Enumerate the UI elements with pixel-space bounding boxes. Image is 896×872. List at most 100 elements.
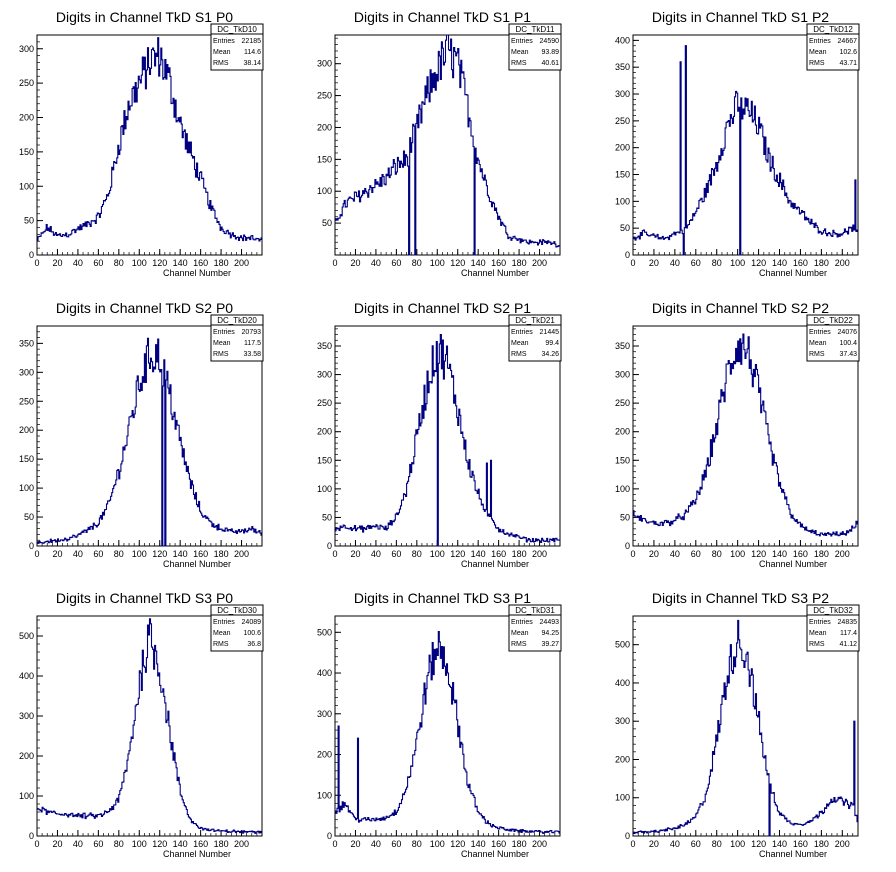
x-tick-label: 120	[152, 839, 167, 849]
x-tick-label: 180	[512, 549, 527, 559]
y-tick-label: 100	[19, 483, 34, 493]
x-tick-label: 140	[173, 549, 188, 559]
x-tick-label: 160	[491, 549, 506, 559]
y-tick-label: 150	[615, 170, 630, 180]
x-axis-label: Channel Number	[461, 559, 529, 569]
x-tick-label: 100	[132, 258, 147, 268]
x-tick-label: 40	[371, 549, 381, 559]
x-tick-label: 180	[814, 258, 829, 268]
stats-rms-value: 39.27	[541, 641, 559, 648]
stats-box: DC_TkD10 Entries 22185 Mean 114.6 RMS 38.14	[210, 23, 264, 71]
x-tick-label: 20	[52, 549, 62, 559]
y-tick-label: 250	[19, 78, 34, 88]
histogram-title: Digits in Channel TkD S2 P2	[652, 300, 829, 316]
stats-mean-label: Mean	[809, 340, 827, 347]
stats-rms-label: RMS	[511, 641, 527, 648]
x-tick-label: 160	[193, 839, 208, 849]
x-tick-label: 80	[114, 258, 124, 268]
stats-box-frame	[508, 314, 562, 362]
x-tick-label: 40	[670, 258, 680, 268]
stats-mean-value: 117.4	[840, 630, 857, 637]
x-tick-label: 80	[712, 549, 722, 559]
y-tick-label: 200	[317, 122, 332, 132]
y-tick-label: 0	[29, 831, 34, 841]
histogram-series-line	[633, 45, 858, 256]
x-tick-label: 20	[649, 549, 659, 559]
x-tick-label: 120	[450, 839, 465, 849]
stats-box: DC_TkD32 Entries 24835 Mean 117.4 RMS 41.12	[806, 604, 860, 652]
x-tick-label: 80	[712, 839, 722, 849]
stats-name: DC_TkD20	[217, 316, 257, 325]
x-tick-label: 80	[412, 258, 422, 268]
stats-entries-value: 24089	[242, 619, 262, 626]
y-tick-label: 250	[317, 398, 332, 408]
x-tick-label: 0	[332, 258, 337, 268]
x-tick-label: 140	[471, 258, 486, 268]
y-tick-label: 150	[615, 455, 630, 465]
stats-entries-value: 24835	[838, 619, 858, 626]
stats-mean-value: 117.5	[244, 340, 261, 347]
y-tick-label: 50	[620, 223, 630, 233]
x-tick-label: 60	[691, 258, 701, 268]
x-tick-label: 160	[793, 258, 808, 268]
histogram-panel: Digits in Channel TkD S1 P0 0 20 40 60 80 100 1…	[19, 9, 264, 278]
stats-rms-label: RMS	[809, 641, 825, 648]
x-tick-label: 120	[152, 258, 167, 268]
plot-frame	[632, 34, 859, 256]
x-tick-label: 40	[73, 258, 83, 268]
plot-frame	[632, 325, 859, 547]
y-tick-label: 150	[19, 147, 34, 157]
y-tick-label: 500	[317, 627, 332, 637]
stats-rms-value: 37.43	[839, 351, 857, 358]
y-tick-label: 0	[625, 250, 630, 260]
histogram-series-line	[37, 337, 262, 547]
stats-box-frame	[806, 314, 860, 362]
x-tick-label: 200	[835, 839, 850, 849]
x-tick-label: 40	[670, 549, 680, 559]
x-tick-label: 80	[712, 258, 722, 268]
x-tick-label: 0	[332, 549, 337, 559]
x-tick-label: 120	[751, 839, 766, 849]
histogram-title: Digits in Channel TkD S2 P0	[56, 300, 233, 316]
histogram-panel: Digits in Channel TkD S1 P1 0 20 40 60 80 100 1…	[317, 9, 562, 278]
x-tick-label: 200	[532, 839, 547, 849]
y-tick-label: 0	[327, 831, 332, 841]
stats-name: DC_TkD11	[516, 25, 556, 34]
stats-rms-value: 43.71	[839, 60, 857, 67]
x-tick-label: 100	[132, 839, 147, 849]
x-tick-label: 140	[772, 258, 787, 268]
y-tick-label: 100	[19, 791, 34, 801]
x-tick-label: 0	[630, 258, 635, 268]
stats-mean-label: Mean	[213, 340, 231, 347]
stats-rms-label: RMS	[511, 60, 527, 67]
stats-box-frame	[210, 604, 264, 652]
x-tick-label: 200	[234, 258, 249, 268]
y-tick-label: 200	[615, 754, 630, 764]
plot-frame	[632, 615, 859, 837]
x-tick-label: 60	[391, 839, 401, 849]
stats-name: DC_TkD31	[515, 606, 555, 615]
x-tick-label: 140	[173, 839, 188, 849]
y-tick-label: 400	[19, 671, 34, 681]
x-tick-label: 60	[391, 549, 401, 559]
y-tick-label: 200	[317, 427, 332, 437]
x-tick-label: 180	[214, 549, 229, 559]
histogram-panel: Digits in Channel TkD S3 P2 0 20 40 60 80 100 1…	[615, 590, 860, 859]
x-tick-label: 100	[132, 549, 147, 559]
stats-box: DC_TkD31 Entries 24493 Mean 94.25 RMS 39.27	[508, 604, 562, 652]
y-tick-label: 300	[317, 59, 332, 69]
y-tick-label: 100	[615, 196, 630, 206]
y-tick-label: 100	[317, 790, 332, 800]
stats-entries-label: Entries	[213, 619, 235, 626]
y-tick-label: 400	[317, 668, 332, 678]
x-tick-label: 200	[234, 839, 249, 849]
y-tick-label: 350	[615, 62, 630, 72]
stats-entries-value: 21445	[540, 329, 560, 336]
x-tick-label: 40	[371, 839, 381, 849]
histogram-series-line	[37, 37, 262, 242]
stats-rms-value: 36.8	[247, 641, 261, 648]
stats-mean-value: 99.4	[545, 340, 559, 347]
x-tick-label: 20	[52, 258, 62, 268]
x-tick-label: 40	[73, 549, 83, 559]
x-tick-label: 180	[814, 549, 829, 559]
